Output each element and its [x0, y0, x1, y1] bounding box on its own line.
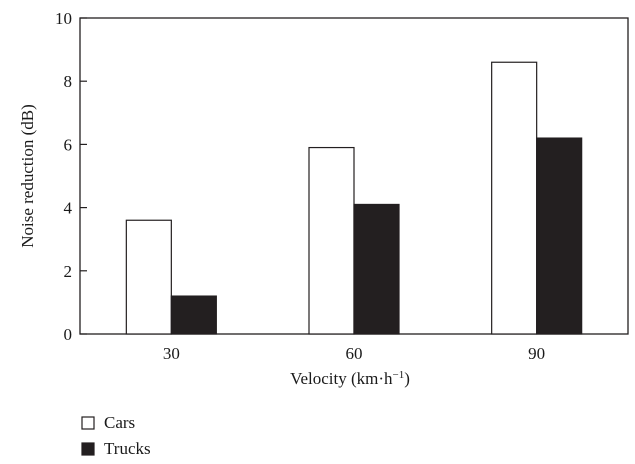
bars — [125, 61, 583, 335]
y-tick-label: 2 — [64, 262, 73, 281]
legend: Cars Trucks — [81, 413, 151, 458]
plot-area: 0 2 4 6 8 10 30 60 90 — [55, 9, 629, 363]
legend-swatch-cars — [81, 416, 95, 430]
x-tick-label: 60 — [346, 344, 363, 363]
y-axis: 0 2 4 6 8 10 — [55, 9, 87, 344]
x-axis: 30 60 90 — [163, 327, 545, 363]
bar-cars-90 — [491, 61, 538, 335]
x-tick-label: 30 — [163, 344, 180, 363]
x-axis-title-superscript: −1 — [393, 369, 405, 381]
bar-cars-30 — [125, 219, 172, 335]
x-axis-title-suffix: ) — [404, 369, 410, 388]
x-axis-title: Velocity (km·h−1) — [290, 369, 410, 388]
y-axis-title: Noise reduction (dB) — [18, 104, 37, 248]
y-tick-label: 6 — [64, 135, 73, 154]
y-tick-label: 8 — [64, 72, 73, 91]
y-tick-label: 10 — [55, 9, 72, 28]
legend-label-trucks: Trucks — [104, 439, 151, 458]
legend-swatch-trucks — [81, 442, 95, 456]
y-tick-label: 4 — [64, 199, 73, 218]
bar-trucks-30 — [170, 295, 217, 335]
x-axis-title-main: Velocity (km·h — [290, 369, 393, 388]
legend-label-cars: Cars — [104, 413, 135, 432]
bar-cars-60 — [308, 146, 355, 335]
y-tick-label: 0 — [64, 325, 73, 344]
bar-trucks-90 — [536, 137, 583, 335]
x-tick-label: 90 — [528, 344, 545, 363]
bar-trucks-60 — [353, 203, 400, 335]
